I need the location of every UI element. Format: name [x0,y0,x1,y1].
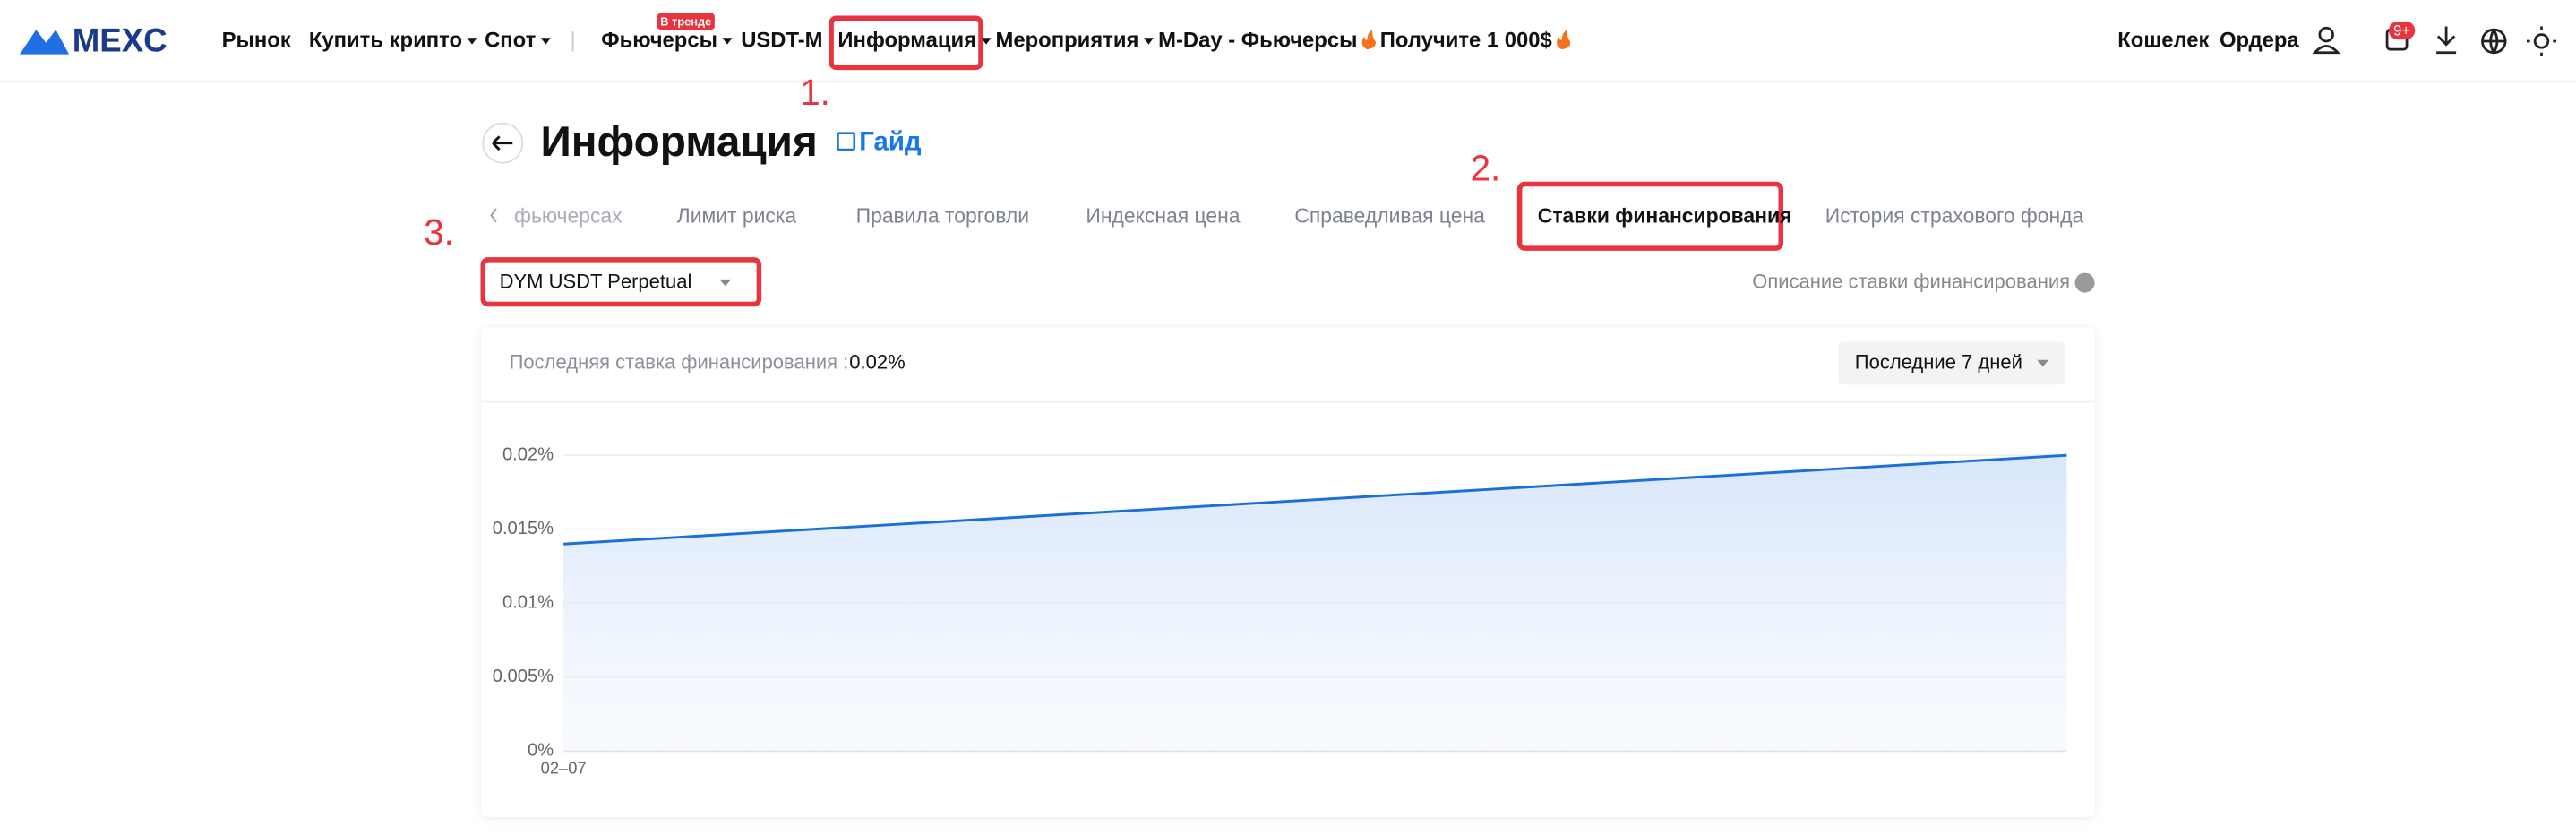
period-selector[interactable] [1838,341,2065,385]
highlight-box [829,15,983,71]
area [563,455,2067,752]
caret [467,38,477,45]
tabs-left[interactable] [490,208,497,223]
description-link[interactable]: Описание ставки финансирования [1752,270,2070,292]
highlight-box [1516,181,1784,251]
nav-item[interactable]: Информация [837,28,976,52]
y-tick-label: 0.015% [493,519,554,538]
caret [722,38,733,45]
last-rate: 0.02% [849,350,905,373]
selector-text: DYM USDT Perpetual [500,270,692,292]
back-arrow [492,135,513,151]
header-link[interactable]: Ордера [2220,28,2299,52]
nav-item[interactable]: M-Day - Фьючерсы [1158,28,1357,52]
guide-icon [837,132,856,151]
symbol-selector[interactable] [480,257,762,307]
tab[interactable]: Правила торговли [856,203,1029,227]
line [563,453,2067,546]
y-tick-label: 0.005% [493,667,554,686]
nav-item[interactable]: Получите 1 000$ [1380,28,1552,52]
annotation: 2. [1471,148,1501,189]
help-icon [2074,272,2095,293]
period-text: Последние 7 дней [1855,350,2022,373]
nav-item[interactable]: Рынок [222,28,291,52]
notif-count: 9+ [2393,22,2410,39]
logo: MEXC [73,22,167,58]
header-link[interactable]: Кошелек [2117,28,2209,52]
annotation: 1. [800,72,830,113]
annotation: 3. [424,211,454,253]
y-tick-label: 0% [528,741,554,761]
trend-badge-text: В тренде [660,14,711,28]
logo-icon [20,30,70,55]
caret [981,38,992,45]
tab[interactable]: История страхового фонда [1825,203,2084,227]
nav-item[interactable]: Купить крипто [309,28,462,52]
nav-item[interactable]: Мероприятия [996,28,1139,52]
trend-badge [657,13,715,30]
y-tick-label: 0.02% [502,445,554,465]
tab[interactable]: Лимит риска [677,203,797,227]
nav-item[interactable]: Фьючерсы [601,28,717,52]
fire-icon [1361,30,1376,50]
tab[interactable]: Справедливая цена [1294,203,1485,227]
caret [719,279,732,287]
caret [1143,38,1154,45]
caret [2037,359,2049,367]
nav-item: | [570,28,575,52]
guide-link[interactable]: Гайд [859,126,922,156]
notif-badge [2388,21,2416,40]
nav-item[interactable]: Спот [485,28,536,52]
tab[interactable]: Индексная цена [1086,203,1240,227]
tab[interactable]: фьючерсах [514,203,623,227]
page-title: Информация [540,118,817,166]
header-icons [2312,26,2556,56]
last-rate-label: Последняя ставка финансирования : [510,350,849,373]
tab[interactable]: Ставки финансирования [1538,203,1792,227]
nav-item[interactable]: USDT-M [741,28,822,52]
y-tick-label: 0.01% [502,593,554,613]
x-tick-label: 02–07 [541,758,587,777]
caret [540,38,551,45]
fire-icon [1557,30,1571,50]
